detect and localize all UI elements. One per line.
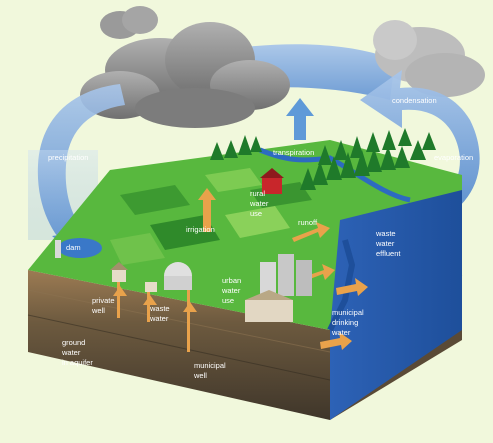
labels: precipitation condensation evaporation t…	[48, 96, 473, 380]
label-transpiration: transpiration	[273, 148, 314, 157]
evaporation-arrow	[360, 70, 480, 225]
label-private-well-2: well	[91, 306, 105, 315]
right-cloud	[373, 20, 485, 97]
wells	[113, 282, 197, 352]
label-municipal-well-2: well	[193, 371, 207, 380]
label-private-well-1: private	[92, 296, 115, 305]
dam-lake	[55, 238, 102, 258]
label-dam: dam	[66, 243, 81, 252]
label-ground-water-1: ground	[62, 338, 85, 347]
label-evaporation: evaporation	[434, 153, 473, 162]
label-rural-water-use-1: rural	[250, 189, 265, 198]
label-precipitation: precipitation	[48, 153, 88, 162]
label-waste-water-2: water	[149, 314, 169, 323]
label-runoff: runoff	[298, 218, 318, 227]
label-irrigation: irrigation	[186, 225, 215, 234]
forest	[210, 128, 436, 190]
label-ground-water-3: in aquifer	[62, 358, 93, 367]
label-municipal-drinking-water-3: water	[331, 328, 351, 337]
label-municipal-drinking-water-1: municipal	[332, 308, 364, 317]
label-condensation: condensation	[392, 96, 437, 105]
barn	[260, 168, 284, 194]
label-waste-water-effluent-1: waste	[375, 229, 396, 238]
label-waste-water-1: waste	[149, 304, 170, 313]
label-municipal-drinking-water-2: drinking	[332, 318, 358, 327]
label-rural-water-use-3: use	[250, 209, 262, 218]
label-ground-water-2: water	[61, 348, 81, 357]
label-rural-water-use-2: water	[249, 199, 269, 208]
label-municipal-well-1: municipal	[194, 361, 226, 370]
storm-cloud	[80, 6, 290, 128]
urban-buildings	[110, 254, 312, 322]
river	[259, 147, 411, 203]
sea-flow-arrows	[320, 278, 368, 350]
label-waste-water-effluent-2: water	[375, 239, 395, 248]
transpiration-arrow	[286, 98, 314, 140]
label-urban-water-use-3: use	[222, 296, 234, 305]
label-urban-water-use-2: water	[221, 286, 241, 295]
label-waste-water-effluent-3: effluent	[376, 249, 401, 258]
label-urban-water-use-1: urban	[222, 276, 241, 285]
sea	[327, 190, 462, 420]
